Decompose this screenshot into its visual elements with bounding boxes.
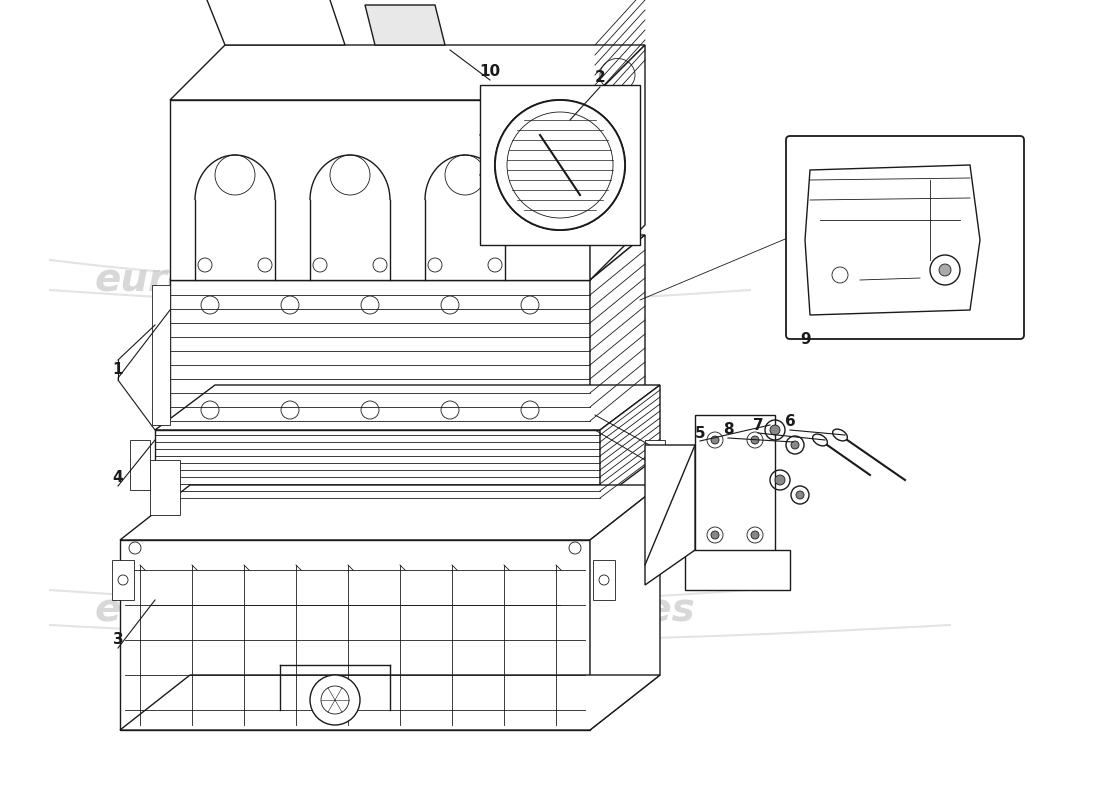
Circle shape: [751, 531, 759, 539]
Polygon shape: [130, 440, 150, 490]
Polygon shape: [155, 385, 660, 430]
Polygon shape: [150, 460, 180, 515]
Polygon shape: [480, 85, 640, 245]
Polygon shape: [120, 540, 590, 730]
Polygon shape: [593, 560, 615, 600]
Circle shape: [310, 675, 360, 725]
Circle shape: [796, 491, 804, 499]
Text: 9: 9: [800, 333, 811, 347]
Ellipse shape: [833, 429, 847, 441]
Circle shape: [751, 436, 759, 444]
Polygon shape: [600, 385, 660, 500]
Text: 5: 5: [695, 426, 705, 441]
Text: 8: 8: [723, 422, 734, 438]
FancyBboxPatch shape: [786, 136, 1024, 339]
Text: euros: euros: [95, 261, 218, 299]
Text: 10: 10: [480, 65, 501, 79]
Circle shape: [711, 531, 719, 539]
Polygon shape: [112, 560, 134, 600]
Circle shape: [495, 100, 625, 230]
Circle shape: [711, 436, 719, 444]
Polygon shape: [152, 285, 170, 425]
Text: eurospares: eurospares: [450, 591, 695, 629]
Polygon shape: [170, 280, 590, 430]
Text: 7: 7: [752, 418, 763, 433]
Text: spares: spares: [450, 261, 596, 299]
Polygon shape: [170, 235, 645, 280]
Polygon shape: [155, 430, 600, 500]
Text: 3: 3: [112, 633, 123, 647]
Polygon shape: [170, 100, 590, 280]
Ellipse shape: [813, 434, 827, 446]
Circle shape: [495, 100, 625, 230]
Polygon shape: [120, 485, 660, 540]
Circle shape: [770, 425, 780, 435]
Polygon shape: [590, 485, 660, 730]
Circle shape: [939, 264, 952, 276]
Polygon shape: [805, 165, 980, 315]
Text: 6: 6: [784, 414, 795, 430]
Polygon shape: [695, 415, 776, 560]
Circle shape: [930, 255, 960, 285]
Polygon shape: [645, 440, 665, 490]
Polygon shape: [590, 235, 645, 430]
Text: 2: 2: [595, 70, 605, 86]
Polygon shape: [645, 445, 695, 585]
Polygon shape: [685, 550, 790, 590]
Text: 1: 1: [112, 362, 123, 378]
Text: 4: 4: [112, 470, 123, 486]
Polygon shape: [120, 675, 660, 730]
Circle shape: [776, 475, 785, 485]
Polygon shape: [590, 45, 645, 280]
Text: euros: euros: [95, 591, 218, 629]
Polygon shape: [365, 5, 446, 45]
Circle shape: [791, 441, 799, 449]
Polygon shape: [170, 45, 645, 100]
Polygon shape: [205, 0, 345, 45]
